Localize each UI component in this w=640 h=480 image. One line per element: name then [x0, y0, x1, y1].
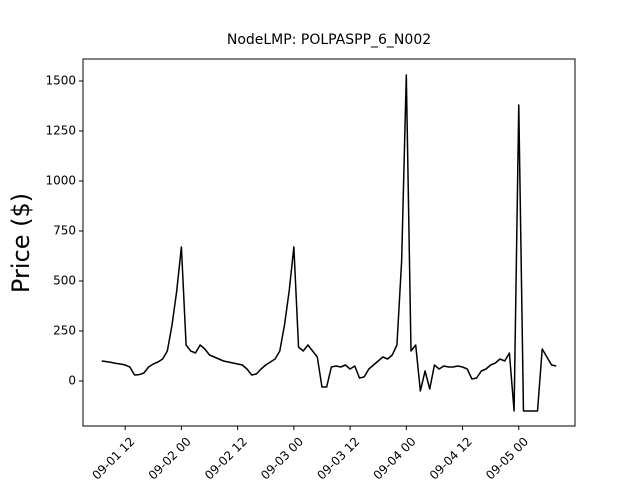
y-tick-label: 500: [53, 274, 76, 288]
y-tick-label: 250: [53, 324, 76, 338]
plot-frame: [82, 58, 576, 427]
x-tick-label: 09-05 00: [483, 434, 531, 480]
x-tick-label: 09-03 00: [258, 434, 306, 480]
chart-title: NodeLMP: POLPASPP_6_N002: [227, 32, 431, 48]
y-tick-label: 1250: [45, 124, 76, 138]
x-tick-label: 09-02 12: [202, 434, 250, 480]
y-tick-label: 1500: [45, 74, 76, 88]
y-axis-label: Price ($): [7, 193, 35, 293]
y-tick-label: 1000: [45, 174, 76, 188]
x-tick-label: 09-02 00: [146, 434, 194, 480]
y-tick-label: 0: [68, 374, 76, 388]
price-line: [101, 74, 557, 412]
x-tick-label: 09-01 12: [89, 434, 137, 480]
x-tick-label: 09-04 00: [371, 434, 419, 480]
x-tick-label: 09-04 12: [427, 434, 475, 480]
x-tick-label: 09-03 12: [314, 434, 362, 480]
y-tick-label: 750: [53, 224, 76, 238]
